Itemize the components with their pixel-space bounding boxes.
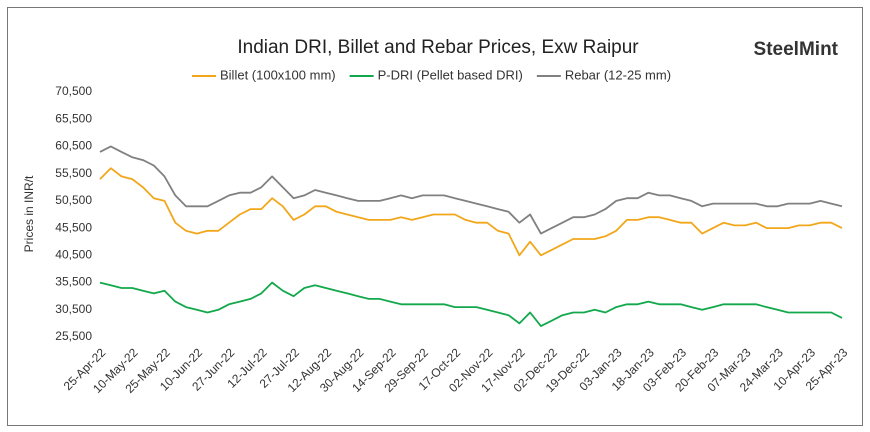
legend-label: Rebar (12-25 mm) [565, 67, 671, 82]
y-tick-label: 55,500 [55, 166, 92, 180]
legend-label: Billet (100x100 mm) [220, 67, 336, 82]
y-tick-label: 65,500 [55, 111, 92, 125]
y-tick-label: 70,500 [55, 84, 92, 98]
chart-frame [7, 7, 863, 426]
y-tick-label: 40,500 [55, 248, 92, 262]
y-tick-label: 45,500 [55, 220, 92, 234]
series-line [99, 281, 843, 327]
y-tick-label: 50,500 [55, 193, 92, 207]
series-line [99, 167, 843, 257]
y-tick-label: 25,500 [55, 329, 92, 343]
y-axis-label: Prices in INR/t [22, 175, 36, 252]
y-tick-label: 35,500 [55, 275, 92, 289]
logo: SteelMint [754, 39, 839, 60]
y-tick-label: 60,500 [55, 139, 92, 153]
legend-label: P-DRI (Pellet based DRI) [378, 67, 523, 82]
series-line [99, 145, 843, 235]
y-tick-label: 30,500 [55, 302, 92, 316]
chart-title: Indian DRI, Billet and Rebar Prices, Exw… [237, 37, 639, 58]
